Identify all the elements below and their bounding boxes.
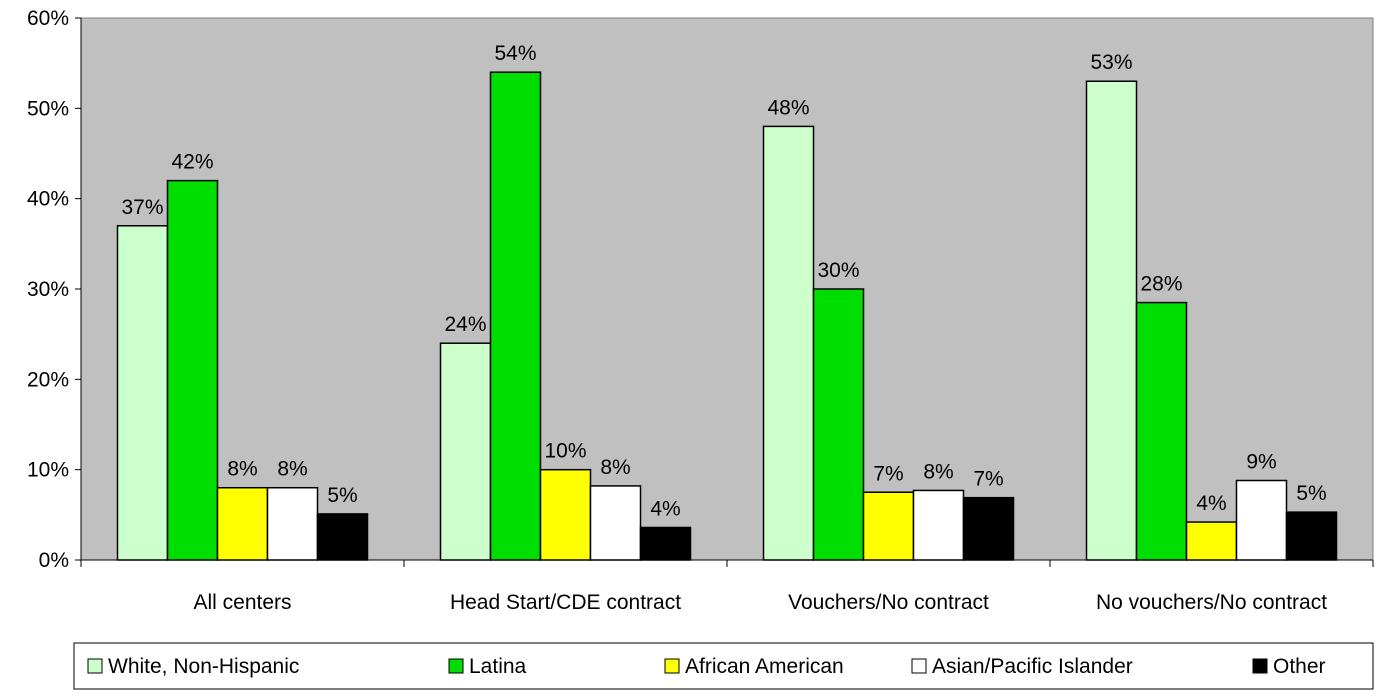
- legend-label: Asian/Pacific Islander: [932, 655, 1133, 678]
- bar-other: [1285, 511, 1338, 561]
- x-axis-ticks: [80, 560, 1374, 567]
- category-label: Head Start/CDE contract: [450, 591, 681, 614]
- data-label: 42%: [171, 151, 213, 174]
- data-label: 48%: [767, 96, 809, 119]
- bar-asian-pacific-islander: [912, 489, 965, 561]
- data-label: 5%: [1296, 482, 1326, 505]
- data-label: 7%: [973, 468, 1003, 491]
- bar-white-non-hispanic: [439, 342, 492, 561]
- category-label: No vouchers/No contract: [1096, 591, 1327, 614]
- category-label: All centers: [193, 591, 291, 614]
- y-axis-ticks: 0% 10% 20% 30% 40% 50% 60%: [27, 7, 81, 572]
- bar-white-non-hispanic: [762, 125, 815, 561]
- bar-white-non-hispanic: [1085, 80, 1138, 561]
- data-label: 9%: [1246, 451, 1276, 474]
- bar-african-american: [539, 468, 592, 561]
- bar-latina: [812, 288, 865, 561]
- data-label: 37%: [121, 196, 163, 219]
- data-label: 4%: [650, 497, 680, 520]
- bar-other: [639, 526, 692, 561]
- bar-other: [316, 513, 369, 561]
- data-label: 30%: [817, 259, 859, 282]
- legend-swatch-other: [1252, 658, 1268, 674]
- data-label: 28%: [1140, 273, 1182, 296]
- bar-african-american: [1185, 521, 1238, 561]
- y-tick-label: 30%: [27, 278, 69, 301]
- y-tick-label: 10%: [27, 459, 69, 482]
- data-label: 53%: [1090, 51, 1132, 74]
- data-label: 7%: [873, 462, 903, 485]
- data-label: 8%: [600, 456, 630, 479]
- data-label: 4%: [1196, 492, 1226, 515]
- y-tick-label: 50%: [27, 97, 69, 120]
- data-label: 8%: [227, 458, 257, 481]
- legend-swatch-african-american: [664, 658, 680, 674]
- data-label: 8%: [923, 460, 953, 483]
- legend-label: Other: [1273, 655, 1326, 678]
- data-label: 10%: [544, 440, 586, 463]
- bar-white-non-hispanic: [116, 225, 169, 561]
- bar-asian-pacific-islander: [589, 485, 642, 561]
- bar-latina: [1135, 301, 1188, 561]
- y-tick-label: 40%: [27, 188, 69, 211]
- bar-african-american: [216, 486, 269, 561]
- data-label: 54%: [494, 42, 536, 65]
- legend-label: African American: [685, 655, 844, 678]
- legend-box: [73, 642, 1374, 690]
- bar-african-american: [862, 491, 915, 561]
- data-label: 8%: [277, 458, 307, 481]
- legend-label: White, Non-Hispanic: [108, 655, 299, 678]
- category-label: Vouchers/No contract: [788, 591, 989, 614]
- data-labels-group: 37% 42% 8% 8% 5% 24% 54% 10% 8% 4% 48% 30% 7% 8% 7% 53%…: [121, 42, 1326, 520]
- bar-asian-pacific-islander: [1235, 479, 1288, 561]
- category-labels: All centers Head Start/CDE contract Vouche…: [193, 591, 1327, 614]
- data-label: 24%: [444, 313, 486, 336]
- y-tick-label: 20%: [27, 368, 69, 391]
- bar-asian-pacific-islander: [266, 486, 319, 561]
- bar-latina: [489, 71, 542, 561]
- bar-other: [962, 496, 1015, 561]
- legend-swatch-asian-pacific-islander: [911, 658, 927, 674]
- legend-label: Latina: [469, 655, 527, 678]
- legend: White, Non-Hispanic Latina African America…: [87, 655, 1326, 678]
- y-tick-label: 0%: [39, 549, 69, 572]
- data-label: 5%: [327, 484, 357, 507]
- legend-swatch-latina: [448, 658, 464, 674]
- bar-latina: [166, 179, 219, 561]
- y-tick-label: 60%: [27, 7, 69, 30]
- legend-swatch-white-non-hispanic: [87, 658, 103, 674]
- bars-group: [116, 71, 1338, 561]
